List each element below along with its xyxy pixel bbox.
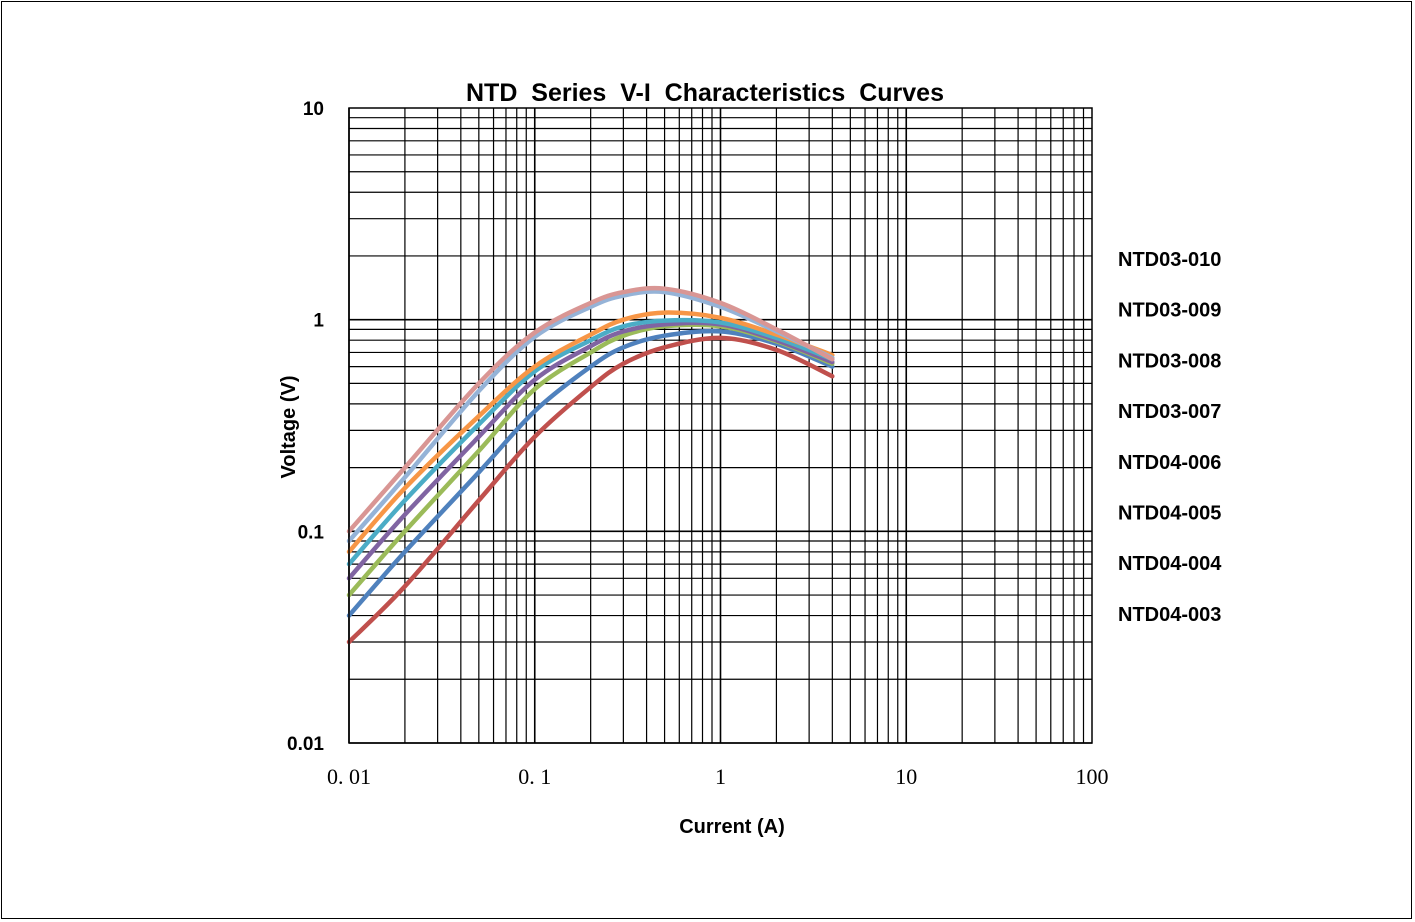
y-axis-label: Voltage (V) — [278, 376, 300, 479]
series-line-ntd03-009 — [346, 289, 835, 544]
chart-title: NTD Series V-I Characteristics Curves — [466, 79, 944, 107]
series-line-ntd04-003 — [346, 335, 835, 645]
legend-entry: NTD04-006 — [1118, 452, 1221, 474]
legend-entry: NTD03-009 — [1118, 300, 1221, 322]
legend-entry: NTD03-007 — [1118, 401, 1221, 423]
series-line-ntd04-004 — [346, 328, 835, 618]
plot-area — [348, 107, 1093, 744]
legend-entry: NTD04-005 — [1118, 503, 1221, 525]
x-tick-label: 0. 01 — [327, 764, 371, 789]
x-tick-label: 10 — [895, 764, 917, 789]
y-tick-label: 0.01 — [287, 734, 324, 755]
series-line-ntd03-008 — [346, 310, 835, 555]
series-line-ntd03-007 — [346, 317, 835, 567]
legend: NTD03-010 NTD03-009 NTD03-008 NTD03-007 NTD0… — [1118, 249, 1222, 626]
y-tick-labels: 10 1 0.1 0.01 — [287, 99, 324, 755]
series-line-ntd03-010 — [346, 285, 835, 534]
x-tick-labels: 0. 01 0. 1 1 10 100 — [327, 764, 1109, 789]
series-layer — [346, 285, 835, 645]
chart-grid — [348, 108, 1092, 744]
x-tick-label: 1 — [715, 764, 726, 789]
y-tick-label: 1 — [313, 311, 324, 332]
legend-entry: NTD04-004 — [1118, 553, 1222, 575]
x-tick-label: 0. 1 — [518, 764, 551, 789]
y-tick-label: 0.1 — [298, 522, 325, 543]
x-tick-label: 100 — [1076, 764, 1109, 789]
y-tick-label: 10 — [303, 99, 324, 120]
x-axis-label: Current (A) — [679, 816, 785, 838]
legend-entry: NTD03-010 — [1118, 249, 1221, 271]
legend-entry: NTD04-003 — [1118, 604, 1221, 626]
legend-entry: NTD03-008 — [1118, 350, 1221, 372]
